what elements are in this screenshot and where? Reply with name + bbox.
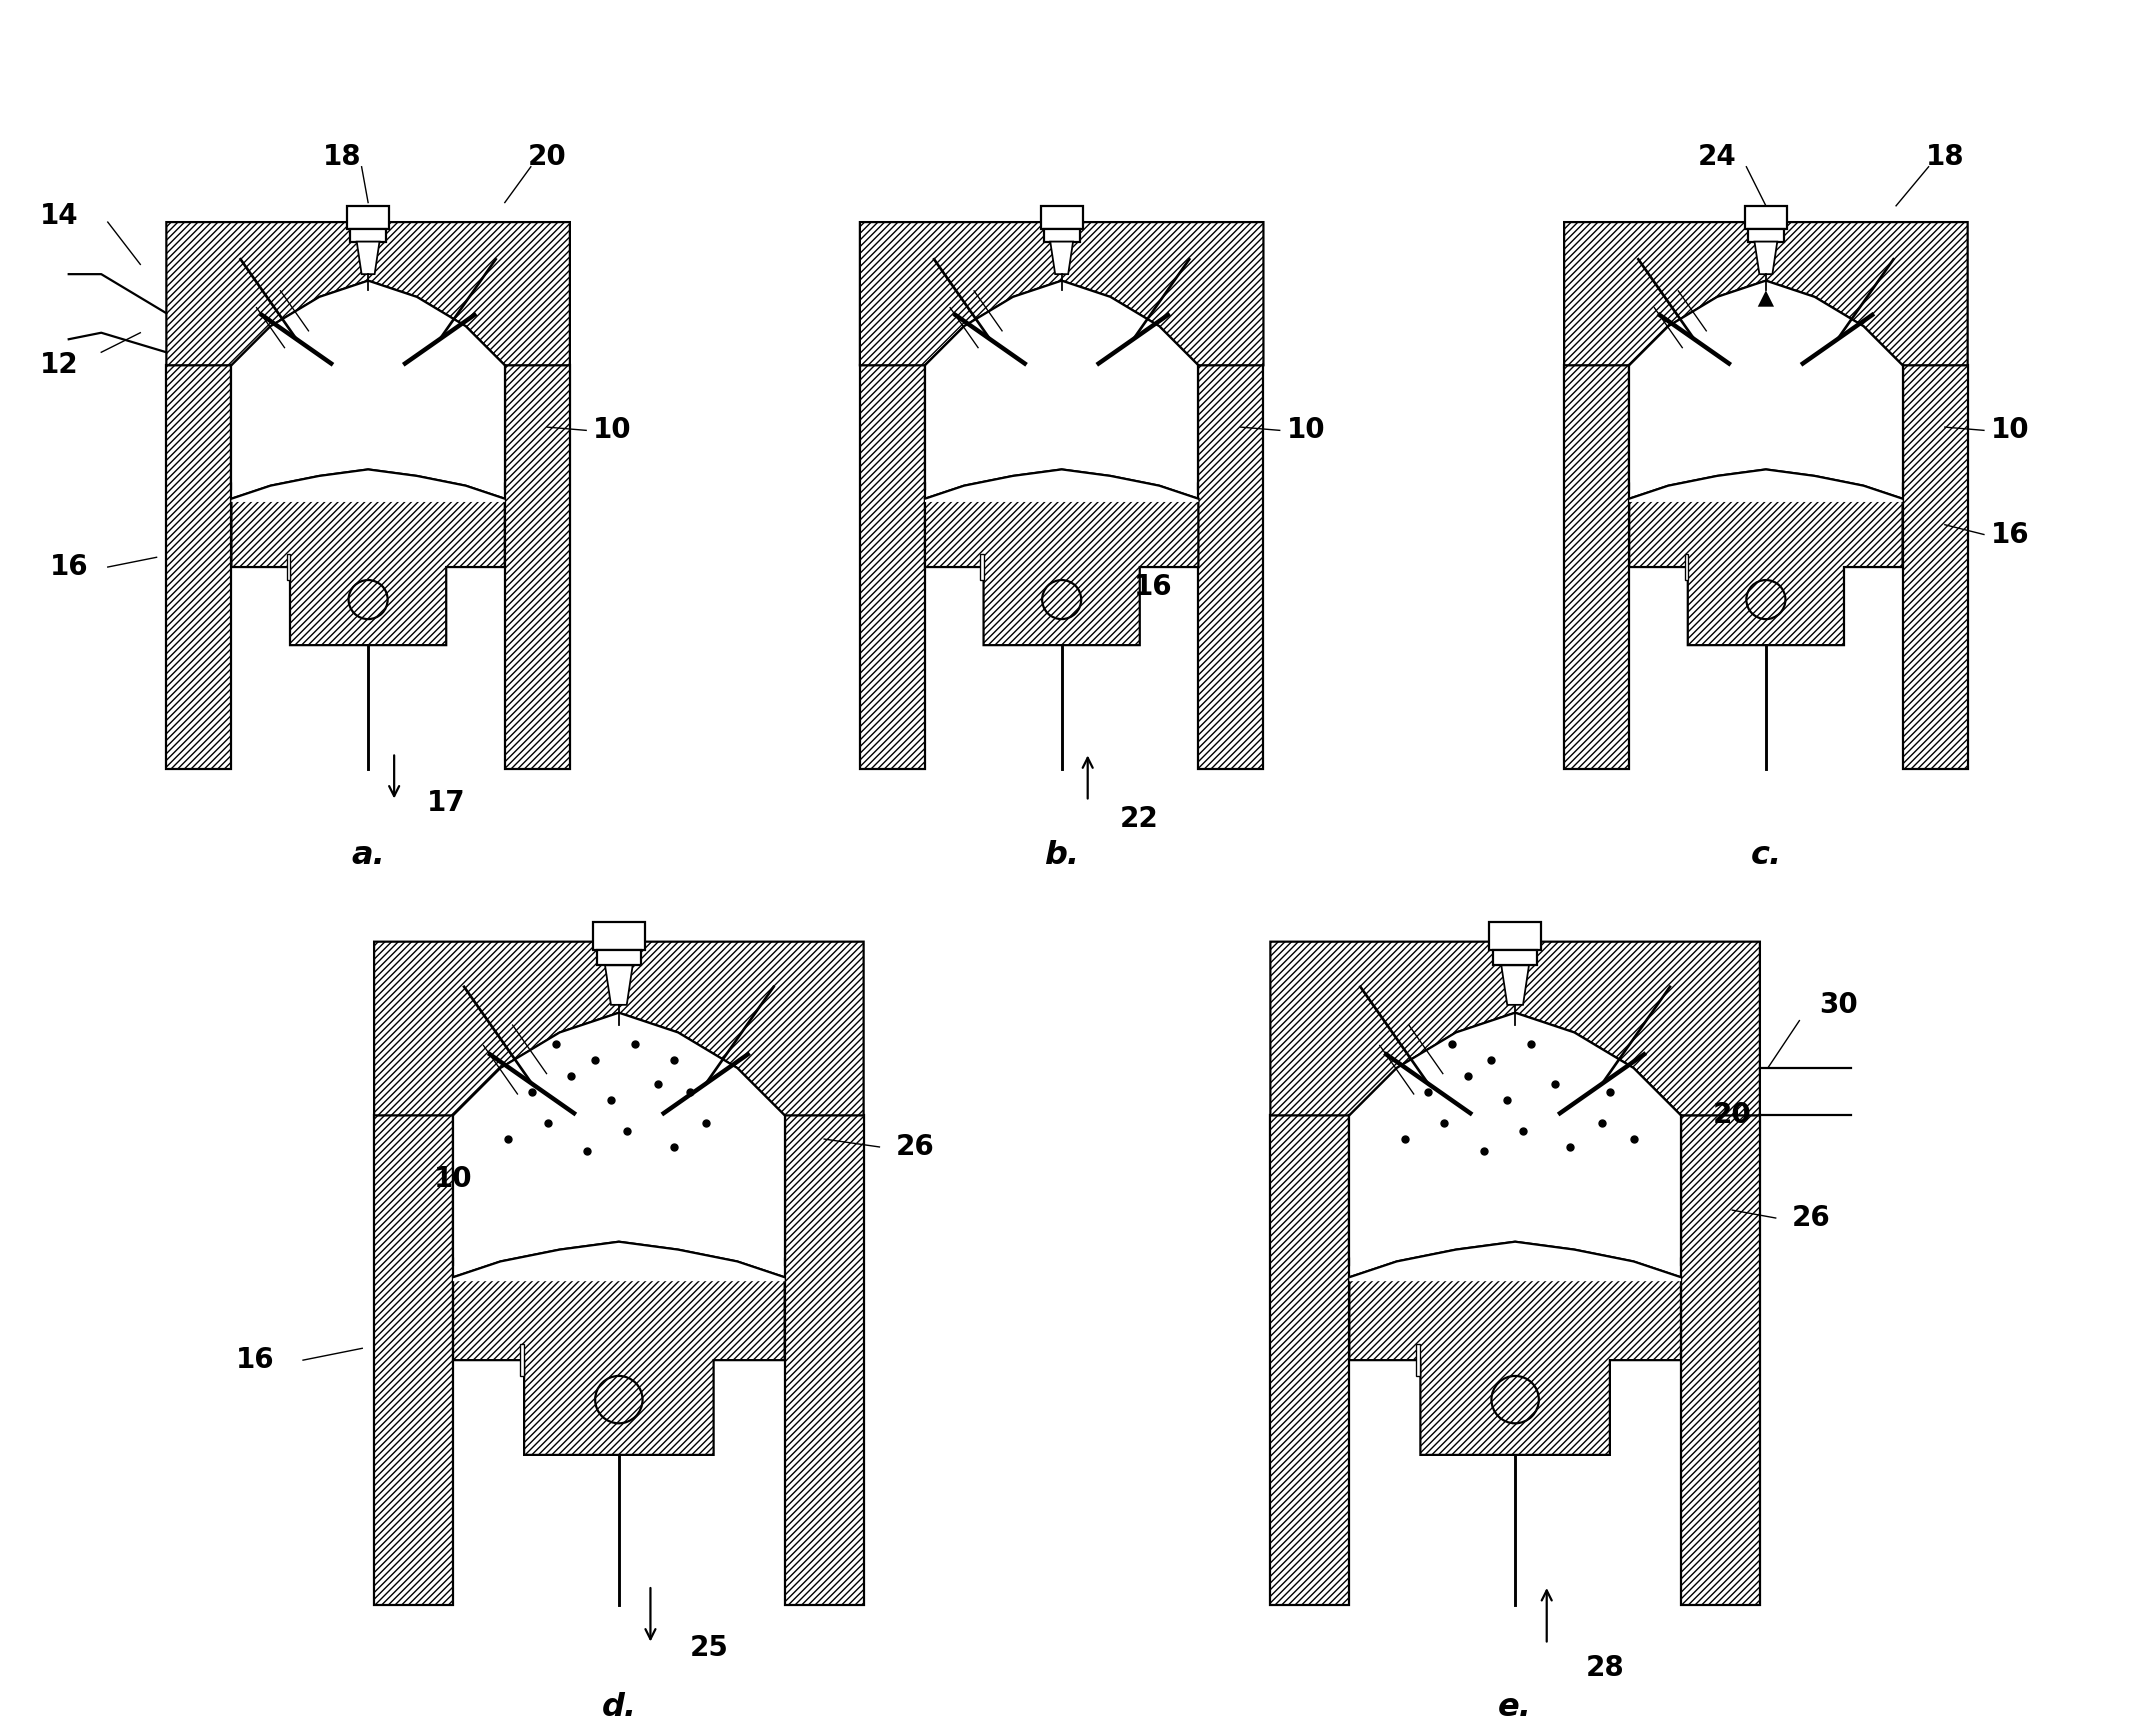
- Polygon shape: [452, 1012, 785, 1257]
- Polygon shape: [924, 470, 1199, 646]
- Text: 22: 22: [1120, 805, 1159, 834]
- Text: 26: 26: [1793, 1204, 1831, 1231]
- Bar: [1684, 554, 1688, 580]
- Text: 24: 24: [1699, 143, 1737, 171]
- Bar: [1041, 206, 1082, 228]
- Polygon shape: [1349, 1242, 1682, 1281]
- Bar: [521, 1344, 525, 1376]
- Bar: [1490, 922, 1541, 950]
- Text: 28: 28: [1586, 1654, 1624, 1682]
- Text: d.: d.: [602, 1692, 636, 1724]
- Polygon shape: [606, 965, 632, 1005]
- Polygon shape: [1904, 366, 1968, 769]
- Polygon shape: [1349, 1012, 1682, 1257]
- Polygon shape: [1628, 282, 1904, 482]
- Polygon shape: [373, 1116, 452, 1604]
- Polygon shape: [860, 223, 1263, 366]
- Polygon shape: [1628, 470, 1904, 646]
- Polygon shape: [924, 470, 1199, 503]
- Bar: [980, 554, 984, 580]
- Polygon shape: [1754, 242, 1778, 275]
- Bar: [350, 228, 386, 242]
- Text: 10: 10: [593, 416, 632, 444]
- Text: 26: 26: [896, 1133, 935, 1161]
- Text: 20: 20: [1714, 1102, 1752, 1129]
- Text: 25: 25: [689, 1634, 730, 1663]
- Text: 16: 16: [237, 1345, 275, 1375]
- Bar: [1417, 1344, 1421, 1376]
- Polygon shape: [452, 1242, 785, 1454]
- Polygon shape: [452, 1242, 785, 1281]
- Text: 16: 16: [1991, 520, 2029, 549]
- Text: a.: a.: [352, 841, 384, 872]
- Text: 16: 16: [1133, 573, 1172, 601]
- Polygon shape: [1270, 1116, 1349, 1604]
- Polygon shape: [860, 366, 924, 769]
- Bar: [286, 554, 290, 580]
- Bar: [598, 950, 640, 965]
- Bar: [1746, 206, 1786, 228]
- Text: c.: c.: [1750, 841, 1782, 872]
- Polygon shape: [356, 242, 380, 275]
- Polygon shape: [230, 470, 506, 646]
- Text: 18: 18: [322, 143, 361, 171]
- Polygon shape: [1349, 1242, 1682, 1454]
- Polygon shape: [230, 282, 506, 482]
- Text: 17: 17: [427, 789, 465, 817]
- Bar: [593, 922, 644, 950]
- Polygon shape: [1564, 223, 1968, 366]
- Text: 20: 20: [527, 143, 566, 171]
- Bar: [1494, 950, 1536, 965]
- Text: 12: 12: [41, 351, 79, 380]
- Polygon shape: [1270, 941, 1761, 1116]
- Polygon shape: [166, 223, 570, 366]
- Text: b.: b.: [1044, 841, 1080, 872]
- Polygon shape: [785, 1116, 864, 1604]
- Polygon shape: [1628, 470, 1904, 503]
- Polygon shape: [373, 941, 864, 1116]
- Text: 10: 10: [433, 1164, 472, 1193]
- Text: 18: 18: [1925, 143, 1963, 171]
- Polygon shape: [924, 282, 1199, 482]
- Polygon shape: [506, 366, 570, 769]
- Text: 16: 16: [49, 553, 87, 580]
- Bar: [1748, 228, 1784, 242]
- Text: e.: e.: [1498, 1692, 1532, 1724]
- Polygon shape: [1199, 366, 1263, 769]
- Text: 10: 10: [1287, 416, 1325, 444]
- Polygon shape: [230, 470, 506, 503]
- Polygon shape: [1682, 1116, 1761, 1604]
- Bar: [1044, 228, 1080, 242]
- Bar: [348, 206, 388, 228]
- Polygon shape: [166, 366, 230, 769]
- Polygon shape: [1502, 965, 1528, 1005]
- Text: 14: 14: [41, 202, 79, 230]
- Polygon shape: [1758, 290, 1773, 307]
- Text: 30: 30: [1820, 991, 1859, 1019]
- Polygon shape: [1050, 242, 1073, 275]
- Polygon shape: [1564, 366, 1628, 769]
- Text: 10: 10: [1991, 416, 2029, 444]
